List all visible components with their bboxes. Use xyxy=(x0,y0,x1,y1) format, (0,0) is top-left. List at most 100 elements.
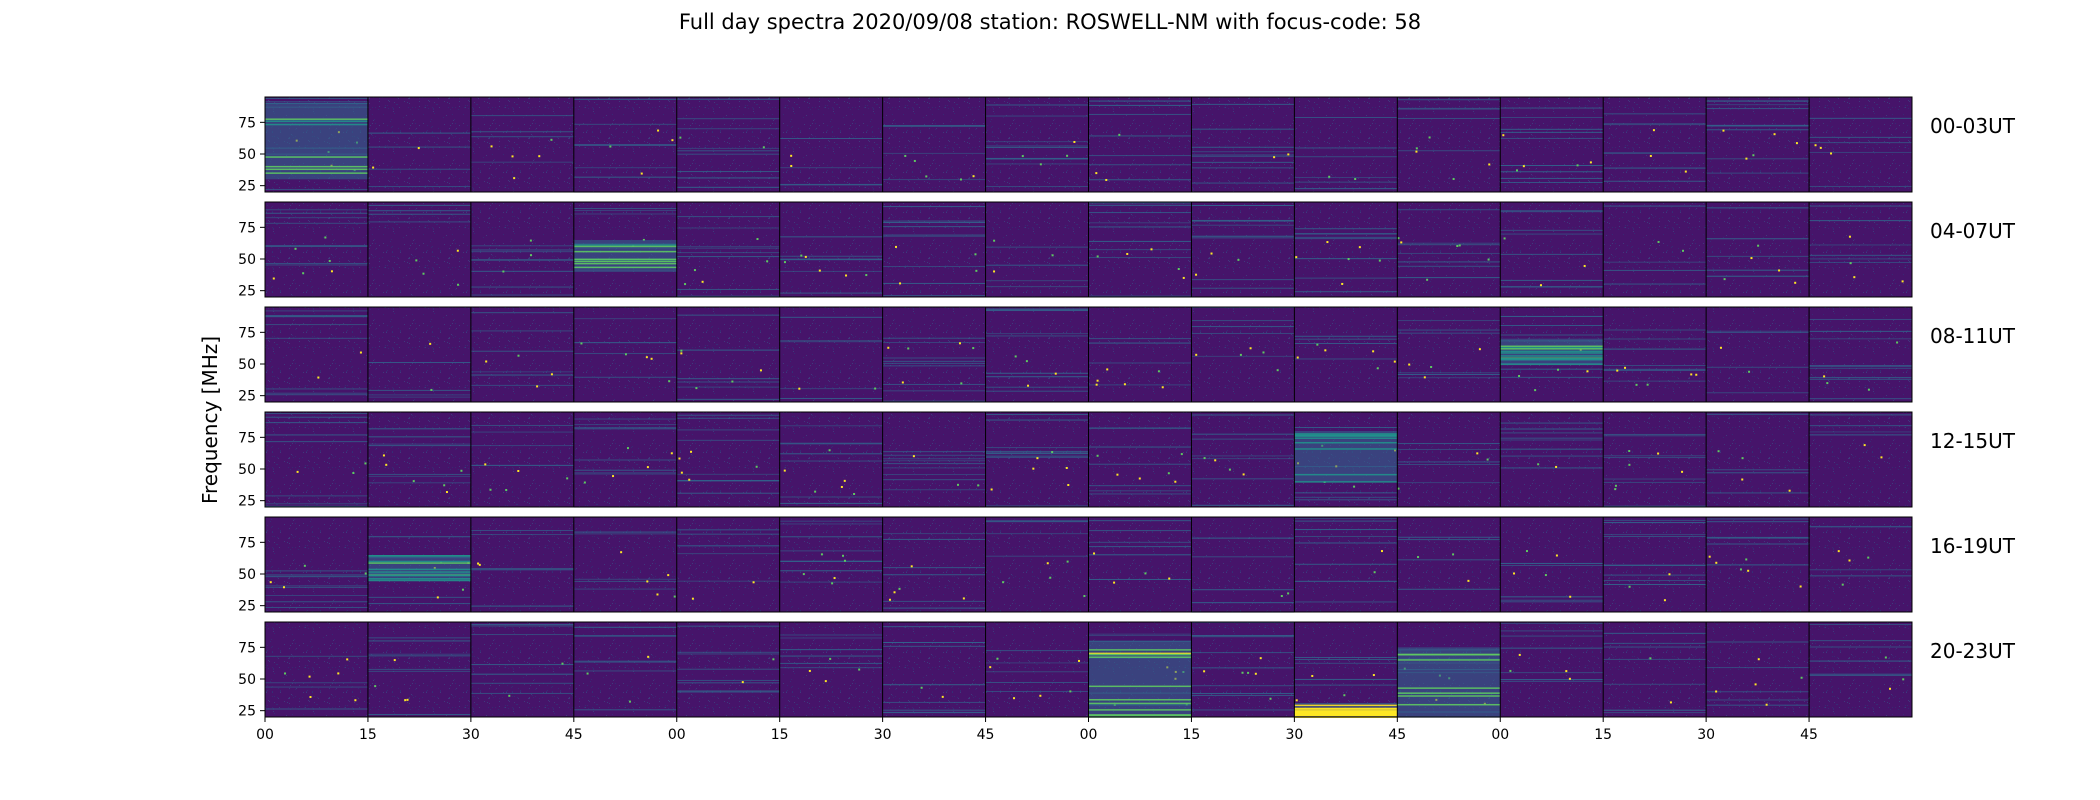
spectrum-panel xyxy=(1705,517,1810,612)
spectrum-panel xyxy=(676,412,780,507)
spectrum-panel xyxy=(1808,307,1912,402)
spectrum-panel xyxy=(985,517,1089,612)
spectrum-panel xyxy=(1705,97,1810,192)
spectrum-panel xyxy=(1293,202,1398,297)
spectrum-panel xyxy=(1602,97,1707,192)
spectrum-panel xyxy=(573,412,677,508)
spectrum-panel xyxy=(882,412,986,507)
spectrum-panel xyxy=(985,202,1089,297)
y-tick-label: 50 xyxy=(238,252,256,268)
spectrum-panel xyxy=(573,97,677,193)
x-tick-label: 00 xyxy=(1491,727,1509,743)
row-frame xyxy=(264,201,1913,298)
y-tick-label: 75 xyxy=(238,430,256,446)
spectrum-panel xyxy=(882,517,986,612)
y-tick-label: 75 xyxy=(238,325,256,341)
spectra-row: 25 50 75 16-19UT xyxy=(238,516,2016,615)
spectrum-panel xyxy=(1602,202,1707,297)
spectrum-panel xyxy=(264,517,368,612)
spectrum-panel xyxy=(676,307,780,402)
row-label: 12-15UT xyxy=(1930,429,2016,453)
spectrum-panel xyxy=(1705,622,1810,717)
spectrum-panel xyxy=(882,97,986,192)
spectrum-panel xyxy=(676,97,780,192)
x-tick-label: 15 xyxy=(359,727,377,743)
spectrum-panel xyxy=(367,412,471,507)
spectrum-panel xyxy=(1499,412,1604,507)
spectrum-panel xyxy=(1602,307,1707,402)
x-tick-label: 00 xyxy=(668,727,686,743)
y-tick-label: 50 xyxy=(238,357,256,373)
spectrum-panel xyxy=(1499,622,1604,717)
spectrum-panel xyxy=(1808,412,1912,507)
y-tick-label: 25 xyxy=(238,704,256,720)
spectrum-panel xyxy=(1396,622,1501,718)
bright-band xyxy=(265,103,368,180)
chart-title: Full day spectra 2020/09/08 station: ROS… xyxy=(678,10,1422,34)
y-tick-label: 50 xyxy=(238,462,256,478)
spectrum-panel xyxy=(367,517,471,612)
spectrum-panel xyxy=(264,622,368,717)
x-tick-label: 45 xyxy=(1800,727,1818,743)
spectrum-panel xyxy=(1396,97,1501,192)
spectrum-panel xyxy=(1088,97,1192,192)
spectrum-panel xyxy=(985,412,1089,507)
spectrum-panel xyxy=(1808,202,1912,297)
y-tick-label: 75 xyxy=(238,115,256,131)
spectrum-panel xyxy=(1396,202,1501,297)
spectrum-panel xyxy=(1190,517,1295,613)
spectrum-panel xyxy=(1293,622,1398,718)
x-tick-label: 45 xyxy=(565,727,583,743)
spectra-row: 25 50 75 08-11UT xyxy=(238,306,2016,405)
y-tick-label: 25 xyxy=(238,179,256,195)
row-label: 16-19UT xyxy=(1930,534,2016,558)
x-tick-label: 30 xyxy=(1285,727,1303,743)
x-tick-label: 00 xyxy=(256,727,274,743)
bright-band xyxy=(1088,641,1192,717)
y-tick-label: 25 xyxy=(238,599,256,615)
spectrum-panel xyxy=(367,97,471,192)
spectrum-panel xyxy=(470,622,574,717)
x-tick-label: 30 xyxy=(874,727,892,743)
spectrum-panel xyxy=(1293,97,1398,193)
spectrum-panel xyxy=(779,412,883,507)
spectrum-panel xyxy=(1293,412,1398,507)
y-tick-label: 50 xyxy=(238,567,256,583)
spectrum-panel xyxy=(985,97,1089,192)
spectrum-panel xyxy=(367,622,471,717)
spectrum-panel xyxy=(1499,202,1604,297)
spectra-row: 25 50 75 00-03UT xyxy=(238,96,2016,195)
spectrum-panel xyxy=(573,517,677,612)
x-tick-label: 45 xyxy=(977,727,995,743)
spectrum-panel xyxy=(1293,517,1398,612)
spectrum-panel xyxy=(1602,412,1707,507)
spectrum-panel xyxy=(779,622,883,717)
spectrum-panel xyxy=(985,622,1089,717)
spectrum-panel xyxy=(264,412,368,507)
row-label: 20-23UT xyxy=(1930,639,2016,663)
y-tick-label: 75 xyxy=(238,535,256,551)
spectrum-panel xyxy=(1602,517,1707,612)
spectrum-panel xyxy=(1396,412,1501,507)
spectrum-panel xyxy=(470,202,574,297)
spectrum-panel xyxy=(1293,307,1398,402)
spectra-row: 25 50 75 12-15UT xyxy=(238,411,2016,510)
y-tick-label: 75 xyxy=(238,640,256,656)
row-frame xyxy=(264,411,1913,508)
spectrum-panel xyxy=(1396,517,1501,612)
bright-band xyxy=(1397,647,1501,717)
spectrum-panel xyxy=(676,622,780,717)
row-frame xyxy=(264,306,1913,403)
spectrum-panel xyxy=(1499,517,1604,612)
y-tick-label: 25 xyxy=(238,284,256,300)
spectrum-panel xyxy=(779,202,883,297)
spectrum-panel xyxy=(985,307,1089,402)
x-tick-label: 45 xyxy=(1388,727,1406,743)
x-tick-label: 30 xyxy=(1697,727,1715,743)
spectrum-panel xyxy=(470,517,574,612)
spectrum-panel xyxy=(882,202,986,297)
spectrum-panel xyxy=(1705,202,1810,297)
spectrum-panel xyxy=(367,307,471,402)
spectrum-panel xyxy=(1190,97,1295,192)
